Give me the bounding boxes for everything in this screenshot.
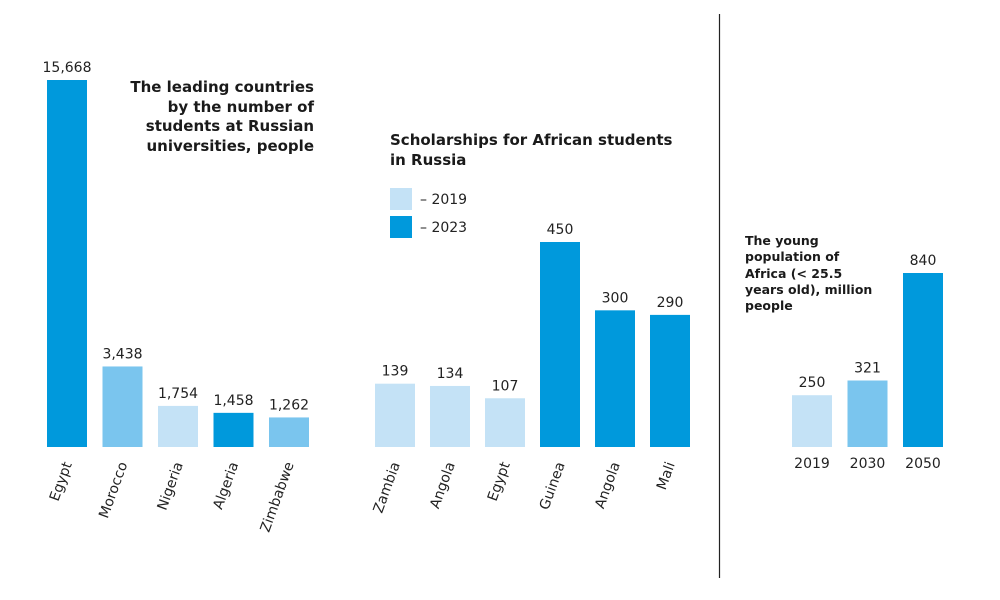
x-tick-label: Angola <box>592 460 624 511</box>
bar <box>47 80 87 447</box>
bar <box>158 405 198 447</box>
x-tick-label: Zambia <box>371 460 404 515</box>
x-tick-label: Mali <box>654 460 679 492</box>
x-tick-label: Nigeria <box>155 460 187 513</box>
x-tick-label: Algeria <box>210 460 242 512</box>
value-label: 139 <box>382 364 409 380</box>
x-tick-label: Angola <box>427 460 459 511</box>
bar <box>213 412 254 447</box>
x-tick-label: Egypt <box>47 459 76 503</box>
legend-swatch <box>390 188 412 210</box>
value-label: 1,262 <box>269 397 309 413</box>
value-label: 450 <box>547 222 574 238</box>
bar <box>375 383 415 447</box>
bar <box>540 242 580 447</box>
value-label: 290 <box>657 295 684 311</box>
value-label: 3,438 <box>102 346 142 362</box>
x-tick-label: Zimbabwe <box>258 460 298 535</box>
bar <box>430 385 470 447</box>
bar <box>485 398 525 447</box>
legend-label: – 2023 <box>420 220 467 236</box>
x-tick-label: 2030 <box>850 456 886 472</box>
value-label: 1,754 <box>158 386 198 402</box>
x-tick-label: 2019 <box>794 456 830 472</box>
chart-title: Scholarships for African students in Rus… <box>390 131 673 169</box>
x-tick-label: Egypt <box>485 459 514 503</box>
legend-label: – 2019 <box>420 192 467 208</box>
bar <box>650 314 690 447</box>
bar <box>847 380 888 447</box>
bar <box>102 366 143 447</box>
legend-swatch <box>390 216 412 238</box>
chart-title: The leading countries by the number of s… <box>130 78 314 155</box>
value-label: 134 <box>437 366 464 382</box>
bar <box>595 310 635 447</box>
value-label: 300 <box>602 290 629 306</box>
chart-title: The young population of Africa (< 25.5 y… <box>745 233 873 313</box>
bar <box>903 273 943 447</box>
value-label: 1,458 <box>213 393 253 409</box>
x-tick-label: Morocco <box>96 460 131 521</box>
bar <box>792 395 832 447</box>
value-label: 840 <box>910 253 937 269</box>
x-tick-label: 2050 <box>905 456 941 472</box>
bar <box>269 417 309 447</box>
value-label: 321 <box>854 361 881 377</box>
value-label: 250 <box>799 375 826 391</box>
x-tick-label: Guinea <box>537 460 569 512</box>
value-label: 107 <box>492 378 519 394</box>
value-label: 15,668 <box>43 60 92 76</box>
